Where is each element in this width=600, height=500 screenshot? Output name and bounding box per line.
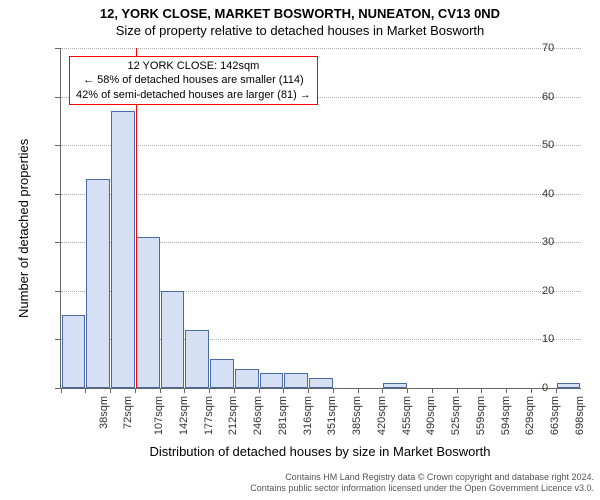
xtick-label: 663sqm — [549, 396, 561, 435]
ytick-mark — [55, 388, 60, 389]
ytick-mark — [55, 291, 60, 292]
histogram-bar — [62, 315, 86, 388]
ytick-label: 10 — [542, 333, 596, 345]
xtick-mark — [358, 388, 359, 393]
x-axis-label: Distribution of detached houses by size … — [60, 444, 580, 459]
xtick-mark — [308, 388, 309, 393]
xtick-mark — [283, 388, 284, 393]
xtick-label: 142sqm — [178, 396, 190, 435]
xtick-mark — [506, 388, 507, 393]
histogram-bar — [260, 373, 284, 388]
histogram-bar — [86, 179, 110, 388]
xtick-label: 72sqm — [122, 396, 134, 429]
xtick-label: 629sqm — [525, 396, 537, 435]
xtick-label: 281sqm — [277, 396, 289, 435]
histogram-bar — [185, 330, 209, 388]
xtick-mark — [234, 388, 235, 393]
ytick-mark — [55, 242, 60, 243]
xtick-label: 212sqm — [227, 396, 239, 435]
ytick-label: 30 — [542, 236, 596, 248]
gridline — [61, 194, 581, 195]
ytick-label: 20 — [542, 285, 596, 297]
xtick-label: 594sqm — [500, 396, 512, 435]
xtick-label: 38sqm — [98, 396, 110, 429]
footer-line: Contains HM Land Registry data © Crown c… — [250, 472, 594, 483]
xtick-mark — [61, 388, 62, 393]
histogram-bar — [136, 237, 160, 388]
xtick-label: 455sqm — [401, 396, 413, 435]
xtick-label: 351sqm — [326, 396, 338, 435]
chart-title-main: 12, YORK CLOSE, MARKET BOSWORTH, NUNEATO… — [0, 0, 600, 21]
xtick-mark — [135, 388, 136, 393]
footer-line: Contains public sector information licen… — [250, 483, 594, 494]
histogram-bar — [284, 373, 308, 388]
ytick-label: 50 — [542, 139, 596, 151]
xtick-mark — [160, 388, 161, 393]
ytick-label: 0 — [542, 382, 596, 394]
histogram-bar — [235, 369, 259, 388]
xtick-label: 698sqm — [574, 396, 586, 435]
annotation-line: 12 YORK CLOSE: 142sqm — [76, 59, 311, 73]
ytick-label: 70 — [542, 42, 596, 54]
xtick-mark — [457, 388, 458, 393]
xtick-label: 490sqm — [426, 396, 438, 435]
xtick-mark — [110, 388, 111, 393]
xtick-mark — [184, 388, 185, 393]
xtick-mark — [85, 388, 86, 393]
gridline — [61, 145, 581, 146]
xtick-mark — [531, 388, 532, 393]
xtick-mark — [481, 388, 482, 393]
ytick-label: 60 — [542, 91, 596, 103]
xtick-label: 246sqm — [252, 396, 264, 435]
xtick-label: 177sqm — [203, 396, 215, 435]
ytick-mark — [55, 48, 60, 49]
xtick-mark — [333, 388, 334, 393]
ytick-mark — [55, 97, 60, 98]
xtick-label: 107sqm — [153, 396, 165, 435]
chart-title-sub: Size of property relative to detached ho… — [0, 21, 600, 38]
annotation-line: 42% of semi-detached houses are larger (… — [76, 88, 311, 102]
xtick-mark — [556, 388, 557, 393]
marker-annotation: 12 YORK CLOSE: 142sqm ← 58% of detached … — [69, 56, 318, 105]
histogram-bar — [383, 383, 407, 388]
histogram-bar — [161, 291, 185, 388]
ytick-label: 40 — [542, 188, 596, 200]
plot-area: 12 YORK CLOSE: 142sqm ← 58% of detached … — [60, 48, 581, 389]
xtick-mark — [432, 388, 433, 393]
ytick-mark — [55, 339, 60, 340]
xtick-mark — [209, 388, 210, 393]
xtick-label: 420sqm — [376, 396, 388, 435]
histogram-bar — [309, 378, 333, 388]
annotation-line: ← 58% of detached houses are smaller (11… — [76, 73, 311, 87]
histogram-bar — [210, 359, 234, 388]
histogram-bar — [111, 111, 135, 388]
xtick-label: 316sqm — [302, 396, 314, 435]
xtick-mark — [382, 388, 383, 393]
xtick-mark — [259, 388, 260, 393]
gridline — [61, 48, 581, 49]
chart-footer: Contains HM Land Registry data © Crown c… — [250, 472, 594, 495]
chart-container: 12, YORK CLOSE, MARKET BOSWORTH, NUNEATO… — [0, 0, 600, 500]
ytick-mark — [55, 194, 60, 195]
xtick-label: 559sqm — [475, 396, 487, 435]
y-axis-label: Number of detached properties — [16, 139, 31, 318]
ytick-mark — [55, 145, 60, 146]
xtick-mark — [407, 388, 408, 393]
xtick-label: 525sqm — [450, 396, 462, 435]
xtick-label: 385sqm — [351, 396, 363, 435]
